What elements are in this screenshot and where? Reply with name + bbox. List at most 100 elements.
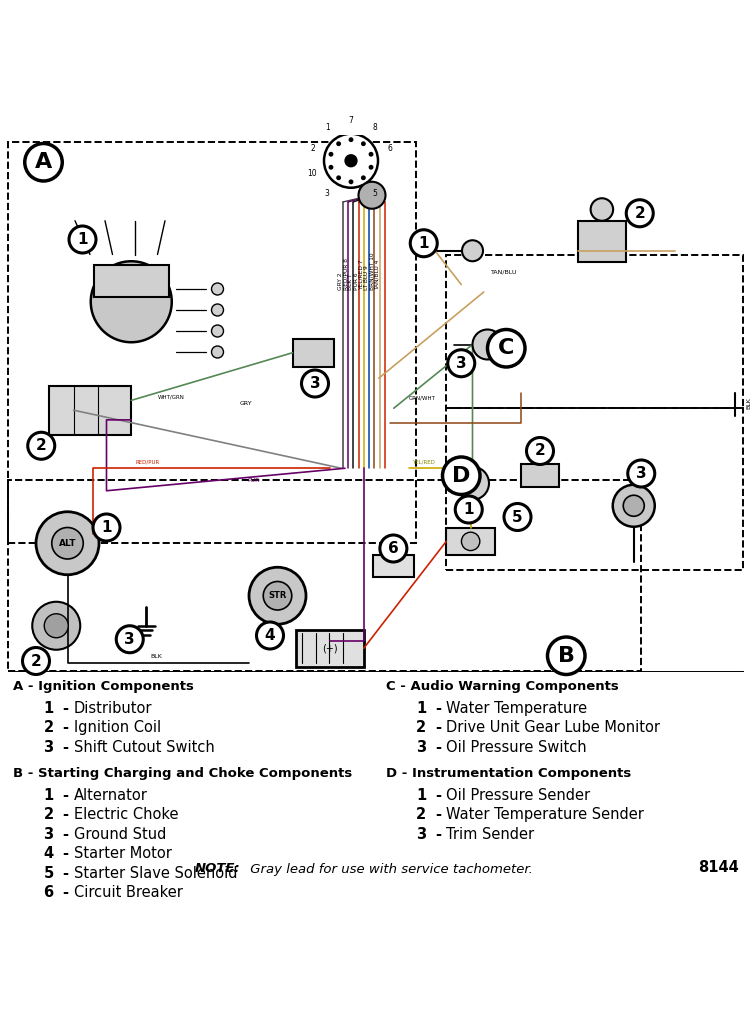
FancyBboxPatch shape xyxy=(0,135,750,671)
Text: Distributor: Distributor xyxy=(74,701,152,715)
Text: 10: 10 xyxy=(308,169,317,177)
Text: 1: 1 xyxy=(44,701,54,715)
Text: 3: 3 xyxy=(416,826,426,842)
Circle shape xyxy=(211,304,223,316)
Circle shape xyxy=(462,240,483,261)
Text: Gray lead for use with service tachometer.: Gray lead for use with service tachomete… xyxy=(246,862,532,875)
Circle shape xyxy=(626,200,653,227)
Text: GRY 2: GRY 2 xyxy=(338,273,343,290)
Text: LT BLU 9: LT BLU 9 xyxy=(364,265,369,290)
Circle shape xyxy=(448,350,475,377)
Text: Starter Slave Solenoid: Starter Slave Solenoid xyxy=(74,866,237,880)
Text: B - Starting Charging and Choke Components: B - Starting Charging and Choke Componen… xyxy=(13,766,352,780)
Text: -: - xyxy=(62,740,68,755)
Text: Electric Choke: Electric Choke xyxy=(74,807,178,822)
Text: 2: 2 xyxy=(44,807,54,822)
Text: GRY: GRY xyxy=(240,401,253,407)
Text: 3: 3 xyxy=(325,189,330,198)
Text: 2: 2 xyxy=(36,438,46,453)
Circle shape xyxy=(456,467,489,499)
Text: 2: 2 xyxy=(31,653,41,668)
Circle shape xyxy=(455,496,482,523)
FancyBboxPatch shape xyxy=(521,465,559,487)
Text: (+): (+) xyxy=(322,643,338,653)
Circle shape xyxy=(368,152,374,157)
Text: Trim Sender: Trim Sender xyxy=(446,826,534,842)
Text: Water Temperature: Water Temperature xyxy=(446,701,587,715)
Text: 6: 6 xyxy=(387,144,392,153)
Text: 1: 1 xyxy=(325,123,329,132)
Circle shape xyxy=(36,512,99,575)
Text: 3: 3 xyxy=(44,826,54,842)
Text: Ground Stud: Ground Stud xyxy=(74,826,166,842)
Text: 1: 1 xyxy=(416,701,427,715)
Text: 8144: 8144 xyxy=(698,860,739,875)
Text: 4: 4 xyxy=(265,628,275,643)
Circle shape xyxy=(472,329,502,360)
Text: 1: 1 xyxy=(419,235,429,251)
Text: 3: 3 xyxy=(310,376,320,391)
Circle shape xyxy=(211,283,223,294)
Circle shape xyxy=(52,528,83,559)
Text: 5: 5 xyxy=(512,510,523,525)
Text: -: - xyxy=(62,866,68,880)
Text: -: - xyxy=(62,886,68,900)
Circle shape xyxy=(256,622,284,649)
Text: Drive Unit Gear Lube Monitor: Drive Unit Gear Lube Monitor xyxy=(446,720,660,736)
Text: C: C xyxy=(498,338,514,359)
Text: BRN/WHT 10: BRN/WHT 10 xyxy=(370,253,374,290)
Text: Water Temperature Sender: Water Temperature Sender xyxy=(446,807,644,822)
Text: 2: 2 xyxy=(310,144,315,153)
Circle shape xyxy=(22,647,50,675)
FancyBboxPatch shape xyxy=(578,221,626,262)
Circle shape xyxy=(349,138,353,142)
Text: C - Audio Warning Components: C - Audio Warning Components xyxy=(386,680,619,693)
Circle shape xyxy=(442,457,480,494)
Text: -: - xyxy=(435,720,441,736)
Circle shape xyxy=(69,226,96,253)
Text: Ignition Coil: Ignition Coil xyxy=(74,720,160,736)
Circle shape xyxy=(25,144,62,181)
Text: YEL/RED 7: YEL/RED 7 xyxy=(359,260,364,290)
Text: 2: 2 xyxy=(44,720,54,736)
Text: Shift Cutout Switch: Shift Cutout Switch xyxy=(74,740,214,755)
Text: B: B xyxy=(558,646,574,665)
Text: 2: 2 xyxy=(416,807,426,822)
Text: -: - xyxy=(62,788,68,803)
Circle shape xyxy=(380,535,406,562)
Circle shape xyxy=(504,503,531,531)
Text: GRN/WHT: GRN/WHT xyxy=(409,395,436,400)
Circle shape xyxy=(345,155,357,167)
Text: Circuit Breaker: Circuit Breaker xyxy=(74,886,182,900)
Circle shape xyxy=(613,485,655,527)
Text: 6: 6 xyxy=(388,541,399,556)
Circle shape xyxy=(368,165,374,170)
Text: 1: 1 xyxy=(416,788,427,803)
Text: Starter Motor: Starter Motor xyxy=(74,846,171,861)
Text: 4: 4 xyxy=(44,846,54,861)
FancyBboxPatch shape xyxy=(292,338,334,367)
Circle shape xyxy=(211,346,223,358)
Circle shape xyxy=(328,165,334,170)
Circle shape xyxy=(324,133,378,187)
Text: ALT: ALT xyxy=(58,539,76,548)
Text: STR: STR xyxy=(268,591,286,600)
Text: PUR 6: PUR 6 xyxy=(354,273,358,290)
Text: YEL/RED: YEL/RED xyxy=(413,460,435,465)
Text: -: - xyxy=(435,740,441,755)
Text: -: - xyxy=(62,720,68,736)
Circle shape xyxy=(358,181,386,209)
Circle shape xyxy=(91,261,172,342)
Text: -: - xyxy=(435,788,441,803)
Text: 1: 1 xyxy=(44,788,54,803)
Circle shape xyxy=(361,142,366,146)
Text: D: D xyxy=(452,466,470,486)
Circle shape xyxy=(336,175,341,180)
Circle shape xyxy=(548,637,585,675)
Text: TAN/BLU 4: TAN/BLU 4 xyxy=(375,260,380,290)
Circle shape xyxy=(263,582,292,610)
Text: -: - xyxy=(435,807,441,822)
Text: TAN/BLU: TAN/BLU xyxy=(491,269,517,274)
Circle shape xyxy=(44,613,68,638)
Text: -: - xyxy=(62,807,68,822)
